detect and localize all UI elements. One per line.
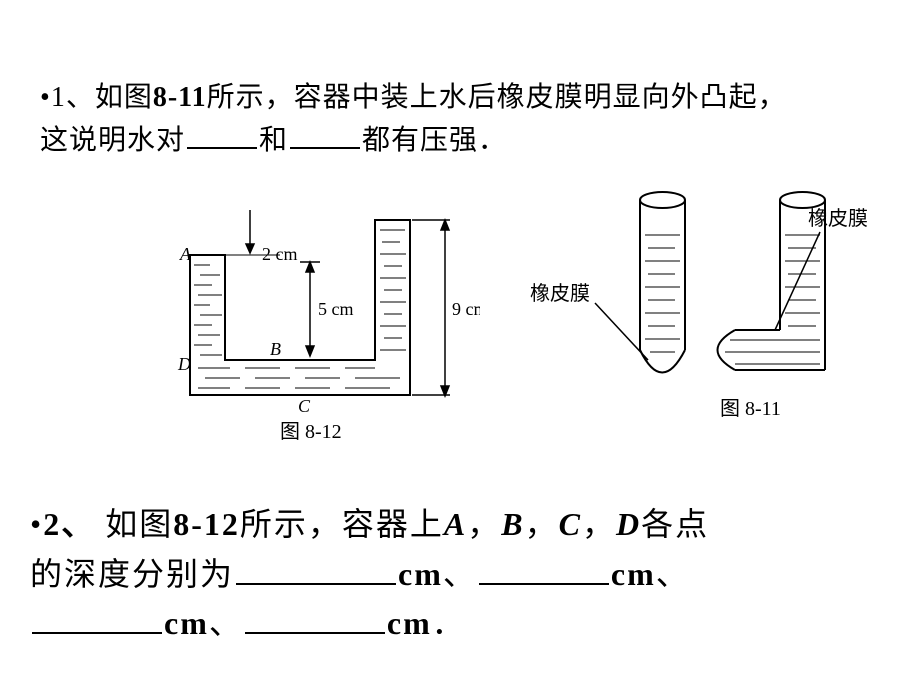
label-B: B — [270, 339, 281, 359]
q1-t4: 和 — [259, 125, 288, 156]
q2-t2: 所示，容器上 — [240, 506, 444, 542]
q1-t3: 这说明水对 — [40, 125, 185, 156]
caption-8-11: 图 8-11 — [720, 398, 781, 420]
figures-row: A B C D 2 cm 5 cm — [150, 190, 870, 480]
membrane-label-left: 橡皮膜 — [530, 282, 590, 305]
sep-3: 、 — [209, 605, 243, 641]
q2-A: A — [444, 506, 467, 542]
q2-c1: ， — [467, 506, 501, 542]
membrane-label-right: 橡皮膜 — [808, 207, 868, 230]
q2-t1: 如图 — [105, 506, 173, 542]
label-D: D — [177, 354, 191, 374]
q2-c3: ， — [582, 506, 616, 542]
q1-t5: 都有压强． — [362, 125, 507, 156]
q2-D: D — [616, 506, 641, 542]
bullet: • — [40, 82, 51, 113]
dim-2cm: 2 cm — [262, 244, 298, 264]
blank-C — [32, 600, 162, 634]
q1-figref: 8-11 — [153, 82, 207, 113]
figure-8-12: A B C D 2 cm 5 cm — [150, 190, 480, 460]
q2-c2: ， — [525, 506, 559, 542]
dim-5cm: 5 cm — [318, 299, 354, 319]
blank-2 — [290, 119, 360, 149]
sep-2: 、 — [656, 556, 690, 592]
question-1: •1、如图8-11所示，容器中装上水后橡皮膜明显向外凸起， 这说明水对 和 都有压强… — [40, 78, 890, 161]
q2-num: 2、 — [43, 506, 105, 542]
q2-t4: 的深度分别为 — [30, 556, 234, 592]
caption-8-12: 图 8-12 — [280, 421, 342, 443]
label-A: A — [179, 244, 192, 264]
dim-9cm: 9 cm — [452, 299, 480, 319]
unit-4: cm — [387, 605, 432, 641]
q2-t3: 各点 — [641, 506, 709, 542]
question-2: •2、 如图8-12所示，容器上A，B，C，D各点 的深度分别为cm、cm、 c… — [30, 500, 900, 649]
q1-num: 1、 — [51, 82, 95, 113]
q2-period: ． — [432, 605, 466, 641]
blank-B — [479, 551, 609, 585]
unit-2: cm — [611, 556, 656, 592]
q2-bullet: • — [30, 506, 43, 542]
figure-8-11: 橡皮膜 — [520, 180, 880, 460]
blank-D — [245, 600, 385, 634]
unit-3: cm — [164, 605, 209, 641]
q1-t2: 所示，容器中装上水后橡皮膜明显向外凸起， — [207, 82, 787, 113]
blank-A — [236, 551, 396, 585]
sep-1: 、 — [443, 556, 477, 592]
q2-figref: 8-12 — [173, 506, 240, 542]
label-C: C — [298, 396, 311, 416]
unit-1: cm — [398, 556, 443, 592]
page: •1、如图8-11所示，容器中装上水后橡皮膜明显向外凸起， 这说明水对和都有压强… — [0, 0, 920, 690]
q2-B: B — [501, 506, 524, 542]
q1-t1: 如图 — [95, 82, 153, 113]
blank-1 — [187, 119, 257, 149]
q2-C: C — [559, 506, 582, 542]
